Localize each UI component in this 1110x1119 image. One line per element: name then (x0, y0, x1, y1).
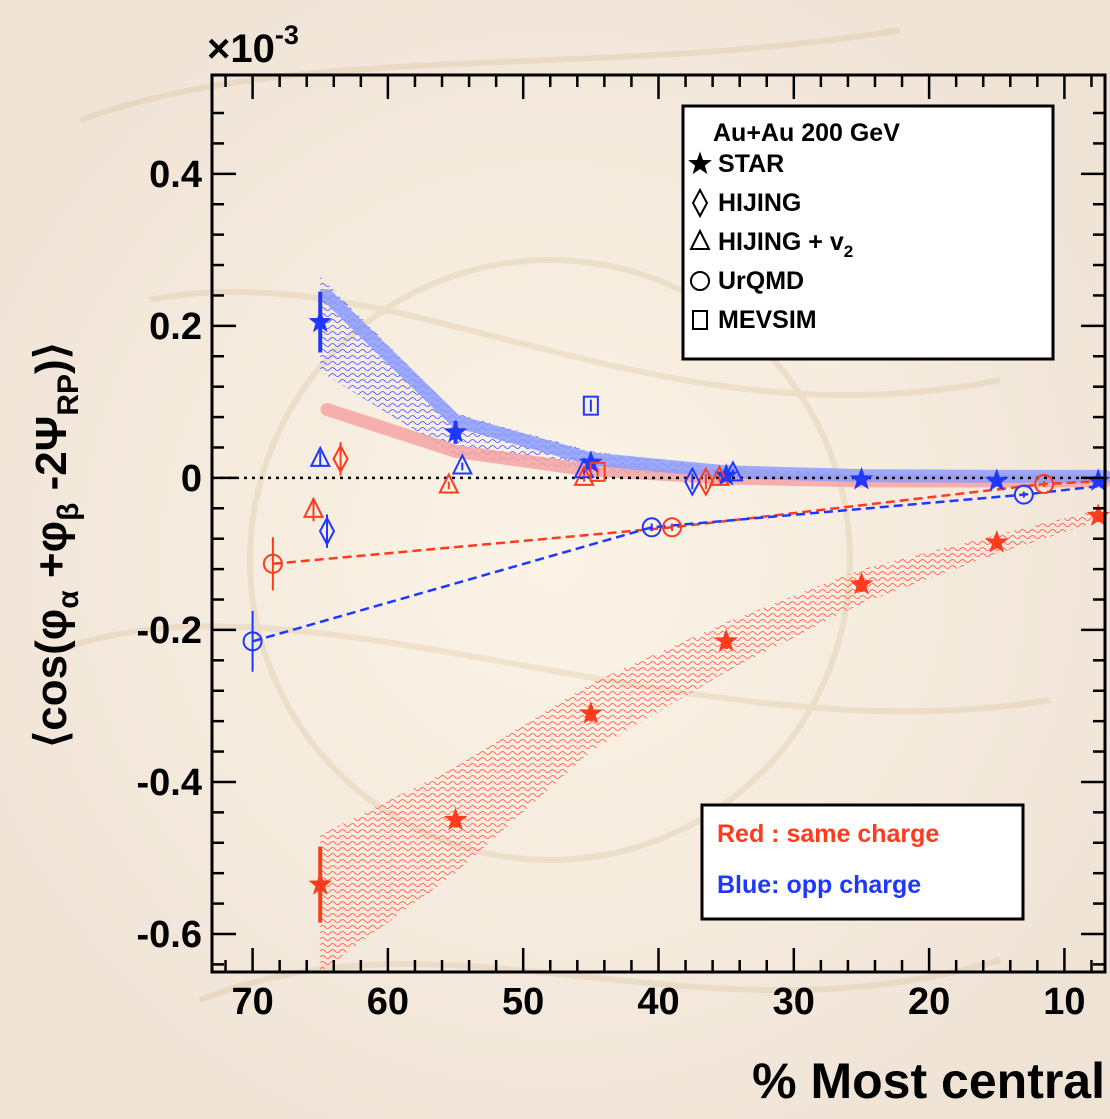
legend-entry-triangle: HIJING + v2 (689, 228, 853, 261)
data-point-star-same (578, 701, 603, 724)
fit-line-layer (252, 479, 1106, 643)
x-axis-title: % Most central (752, 1053, 1105, 1109)
y-multiplier-exponent: -3 (275, 20, 299, 50)
data-point-circle-same (1034, 473, 1055, 494)
legend-entry-diamond: HIJING (691, 187, 801, 219)
legend-circle-icon (690, 271, 710, 291)
legend-label: STAR (718, 150, 784, 178)
x-tick-label: 40 (637, 981, 679, 1023)
x-tick-label: 10 (1043, 981, 1085, 1023)
x-tick-label: 50 (502, 981, 544, 1023)
data-point-triangle-same (438, 472, 460, 494)
data-point-circle-same (662, 517, 683, 538)
legend-label: MEVSIM (718, 306, 817, 334)
data-point-circle-same (262, 553, 283, 574)
data-point-star-opp (849, 466, 874, 490)
data-point-square-opp (582, 395, 599, 416)
y-tick-label: -0.6 (137, 914, 202, 956)
data-point-triangle-same (302, 496, 325, 518)
x-tick-label: 20 (908, 981, 950, 1023)
fit-line-opp (252, 484, 1106, 643)
y-tick-label: 0.4 (149, 154, 202, 196)
color-note-red: Red : same charge (717, 820, 939, 848)
legend-star-icon (688, 151, 712, 175)
x-tick-label: 60 (367, 981, 409, 1023)
data-point-diamond-same (332, 443, 349, 474)
legend-square-icon (692, 310, 708, 330)
data-point-diamond-same (697, 466, 714, 497)
data-point-circle-opp (242, 631, 263, 652)
color-note-box (700, 803, 1025, 921)
legend-diamond-icon (691, 187, 709, 219)
data-point-circle-opp (641, 517, 662, 538)
x-tick-label: 70 (231, 981, 273, 1023)
data-point-star-same (308, 872, 333, 895)
y-axis-title: ⟨cos(φα +φβ -2ΨRP)⟩ (27, 342, 85, 748)
data-point-triangle-opp (309, 445, 331, 467)
legend-entry-star: STAR (688, 150, 784, 178)
legend-label: HIJING + v2 (718, 228, 853, 261)
data-point-circle-opp (1013, 484, 1034, 505)
data-point-star-opp (443, 419, 468, 443)
legend-entries: STAR HIJING HIJING + v2 UrQMD MEVSIM (688, 150, 853, 334)
data-point-square-same (589, 461, 606, 482)
data-point-star-same (984, 530, 1009, 553)
data-point-triangle-same (708, 464, 731, 486)
legend-subscript: 2 (844, 242, 853, 261)
x-tick-label: 30 (773, 981, 815, 1023)
color-note: Red : same charge Blue: opp charge (700, 803, 1025, 921)
marker-layer (242, 309, 1110, 895)
legend-header: Au+Au 200 GeV (713, 119, 900, 147)
legend-triangle-icon (689, 228, 711, 250)
y-tick-label: 0 (181, 458, 202, 500)
fit-line-same (272, 479, 1106, 566)
tick-label-layer: -0.6 -0.4 -0.2 0 0.2 0.4 70 60 50 40 30 20 10 (137, 154, 1086, 1023)
y-multiplier: ×10-3 (207, 20, 299, 71)
data-point-triangle-opp (722, 460, 744, 482)
color-note-blue: Blue: opp charge (717, 871, 921, 899)
y-tick-label: -0.4 (137, 762, 202, 804)
data-point-triangle-opp (573, 457, 595, 479)
data-point-diamond-opp (318, 515, 336, 547)
tick-layer (212, 75, 1105, 972)
data-point-star-opp (308, 309, 333, 333)
legend-label: UrQMD (718, 267, 804, 295)
data-point-star-same (443, 807, 468, 831)
legend-label: HIJING (718, 189, 801, 217)
y-tick-label: 0.2 (149, 306, 202, 348)
watermark-decoration (58, 27, 1051, 1003)
y-tick-label: -0.2 (137, 610, 202, 652)
data-point-triangle-opp (451, 453, 473, 475)
legend-entry-square: MEVSIM (692, 306, 817, 334)
legend: Au+Au 200 GeV STAR HIJING HIJING + v2 UrQMD… (681, 104, 1055, 361)
data-point-diamond-opp (684, 466, 701, 497)
data-point-triangle-same (573, 464, 595, 486)
data-point-star-same (849, 571, 874, 595)
data-point-star-opp (984, 468, 1009, 492)
legend-entry-circle: UrQMD (690, 267, 804, 295)
data-point-star-same (714, 628, 739, 652)
legend-box (681, 104, 1055, 361)
